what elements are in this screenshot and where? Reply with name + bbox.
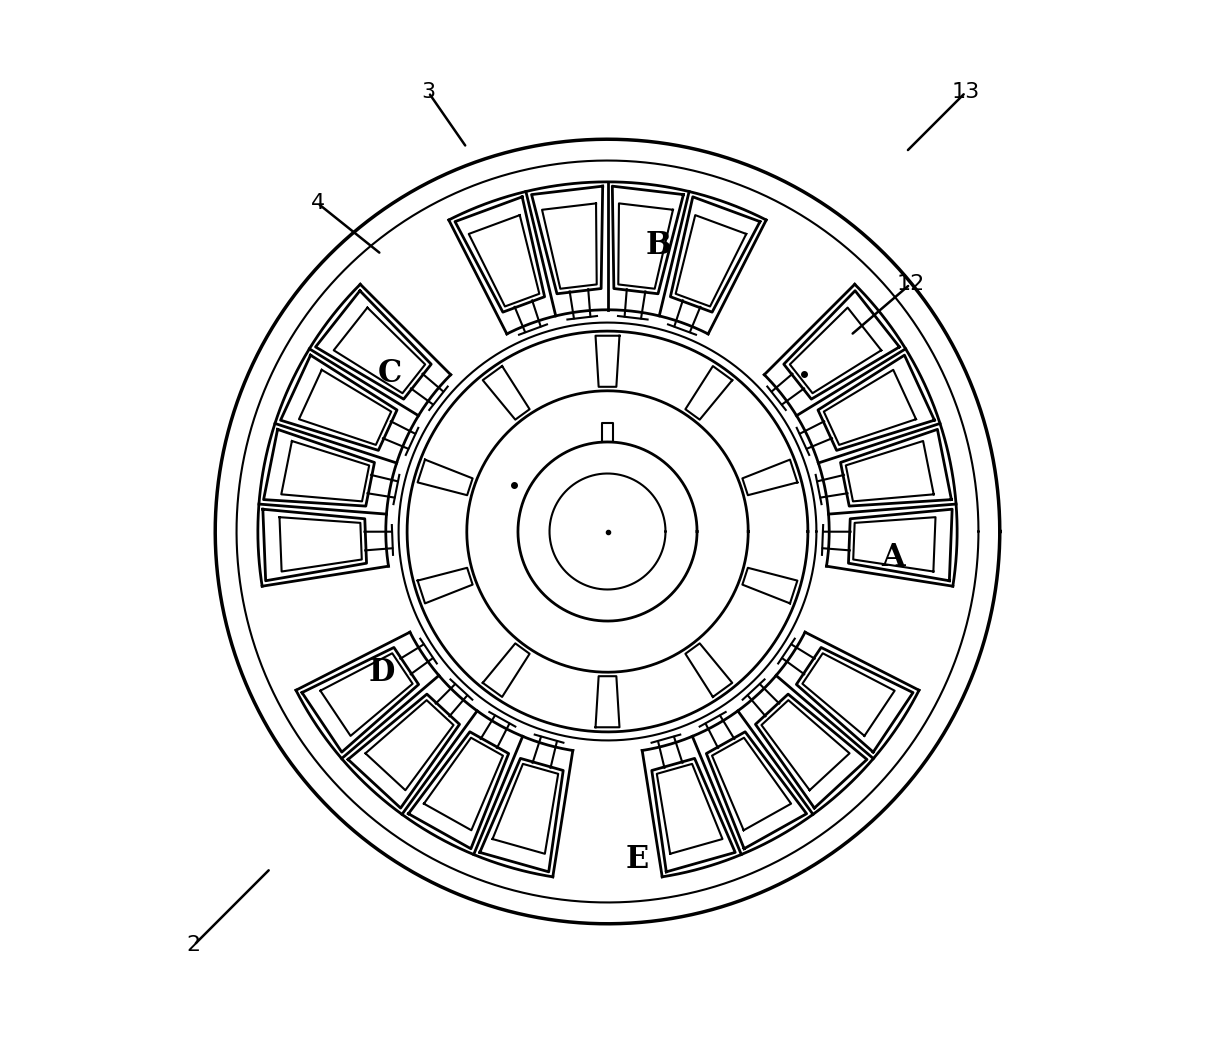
Text: A: A: [881, 541, 905, 573]
Text: C: C: [378, 358, 402, 389]
Text: 13: 13: [951, 82, 979, 102]
Text: 12: 12: [897, 274, 925, 294]
Text: E: E: [626, 844, 649, 875]
Text: B: B: [646, 231, 672, 261]
Text: 4: 4: [311, 193, 324, 214]
Text: 3: 3: [422, 82, 435, 102]
Text: D: D: [368, 657, 395, 688]
Text: 2: 2: [187, 935, 200, 955]
